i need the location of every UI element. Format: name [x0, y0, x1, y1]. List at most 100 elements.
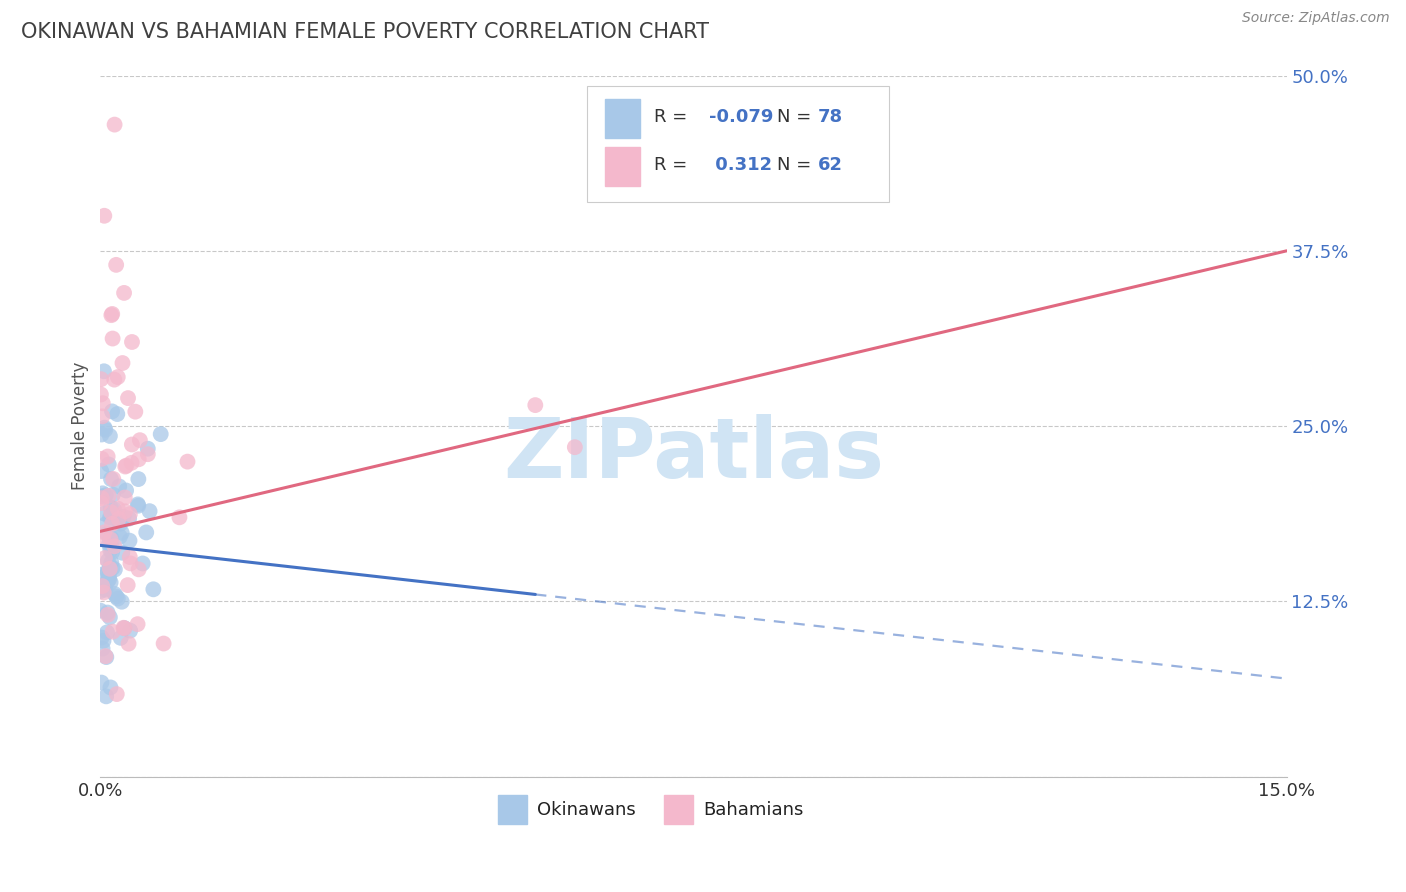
Point: [97, 566, 120, 580]
Point: [176, 455, 198, 469]
Point: [98, 610, 121, 624]
Text: ZIPatlas: ZIPatlas: [503, 414, 884, 495]
Point: [100, 308, 122, 322]
Point: [107, 370, 129, 384]
Point: [90, 464, 112, 478]
Point: [94, 649, 117, 664]
Point: [120, 557, 142, 571]
Point: [127, 617, 149, 632]
Text: 0.312: 0.312: [709, 155, 772, 174]
Point: [118, 511, 141, 525]
Y-axis label: Female Poverty: Female Poverty: [72, 362, 89, 491]
Point: [107, 514, 129, 528]
Point: [101, 332, 124, 346]
Point: [118, 549, 141, 564]
Point: [93, 507, 115, 521]
Point: [90, 675, 112, 690]
Point: [100, 472, 122, 486]
Point: [96, 516, 118, 531]
Point: [111, 525, 134, 540]
Point: [110, 631, 132, 645]
Bar: [605, 99, 640, 138]
Point: [93, 525, 115, 540]
Point: [105, 407, 128, 421]
Point: [128, 452, 150, 467]
Point: [100, 500, 122, 515]
Point: [90, 489, 112, 503]
Point: [96, 625, 118, 640]
Point: [564, 440, 586, 454]
Text: -0.079: -0.079: [709, 108, 773, 126]
Point: [105, 590, 128, 604]
Point: [91, 396, 114, 410]
Point: [138, 504, 160, 518]
Point: [152, 636, 174, 650]
Point: [112, 509, 135, 524]
Bar: [498, 795, 527, 824]
Point: [103, 501, 125, 516]
Point: [90, 584, 112, 599]
Point: [100, 681, 122, 695]
Point: [90, 631, 112, 645]
Point: [91, 532, 114, 546]
Point: [128, 562, 150, 576]
Point: [103, 587, 125, 601]
Point: [97, 607, 120, 622]
Point: [90, 496, 112, 510]
Point: [101, 545, 124, 559]
Point: [127, 472, 149, 486]
Point: [97, 554, 120, 568]
Bar: [605, 147, 640, 186]
Point: [117, 578, 139, 592]
Point: [101, 540, 124, 554]
Point: [127, 499, 149, 513]
Point: [136, 442, 159, 456]
Point: [117, 391, 139, 405]
Point: [97, 489, 120, 503]
Point: [103, 472, 125, 486]
Point: [94, 423, 117, 437]
Point: [91, 579, 114, 593]
Point: [103, 373, 125, 387]
Point: [101, 488, 124, 502]
Point: [121, 456, 143, 470]
Point: [135, 525, 157, 540]
Text: Okinawans: Okinawans: [537, 801, 636, 820]
FancyBboxPatch shape: [586, 86, 889, 202]
Text: 62: 62: [818, 155, 844, 174]
Text: OKINAWAN VS BAHAMIAN FEMALE POVERTY CORRELATION CHART: OKINAWAN VS BAHAMIAN FEMALE POVERTY CORR…: [21, 22, 709, 42]
Point: [98, 562, 121, 576]
Point: [103, 539, 125, 553]
Point: [94, 551, 117, 566]
Point: [112, 285, 135, 300]
Text: R =: R =: [654, 108, 693, 126]
Point: [105, 687, 128, 701]
Point: [107, 512, 129, 526]
Point: [111, 595, 134, 609]
Point: [94, 582, 117, 597]
Point: [98, 537, 121, 551]
Point: [98, 562, 121, 576]
Point: [112, 621, 135, 635]
Point: [101, 624, 124, 639]
Point: [100, 575, 122, 590]
Text: N =: N =: [776, 155, 817, 174]
Point: [524, 398, 547, 412]
Point: [111, 356, 134, 370]
Point: [115, 458, 138, 473]
Point: [127, 497, 149, 511]
Point: [120, 624, 142, 638]
Point: [111, 546, 134, 560]
Point: [93, 209, 115, 223]
Point: [91, 579, 114, 593]
Point: [108, 530, 131, 544]
Point: [118, 507, 141, 521]
Text: Bahamians: Bahamians: [703, 801, 803, 820]
Point: [90, 491, 112, 505]
Point: [115, 483, 138, 498]
Point: [98, 572, 121, 586]
Point: [107, 501, 129, 516]
Point: [93, 364, 115, 378]
Point: [105, 258, 128, 272]
Point: [89, 604, 111, 618]
